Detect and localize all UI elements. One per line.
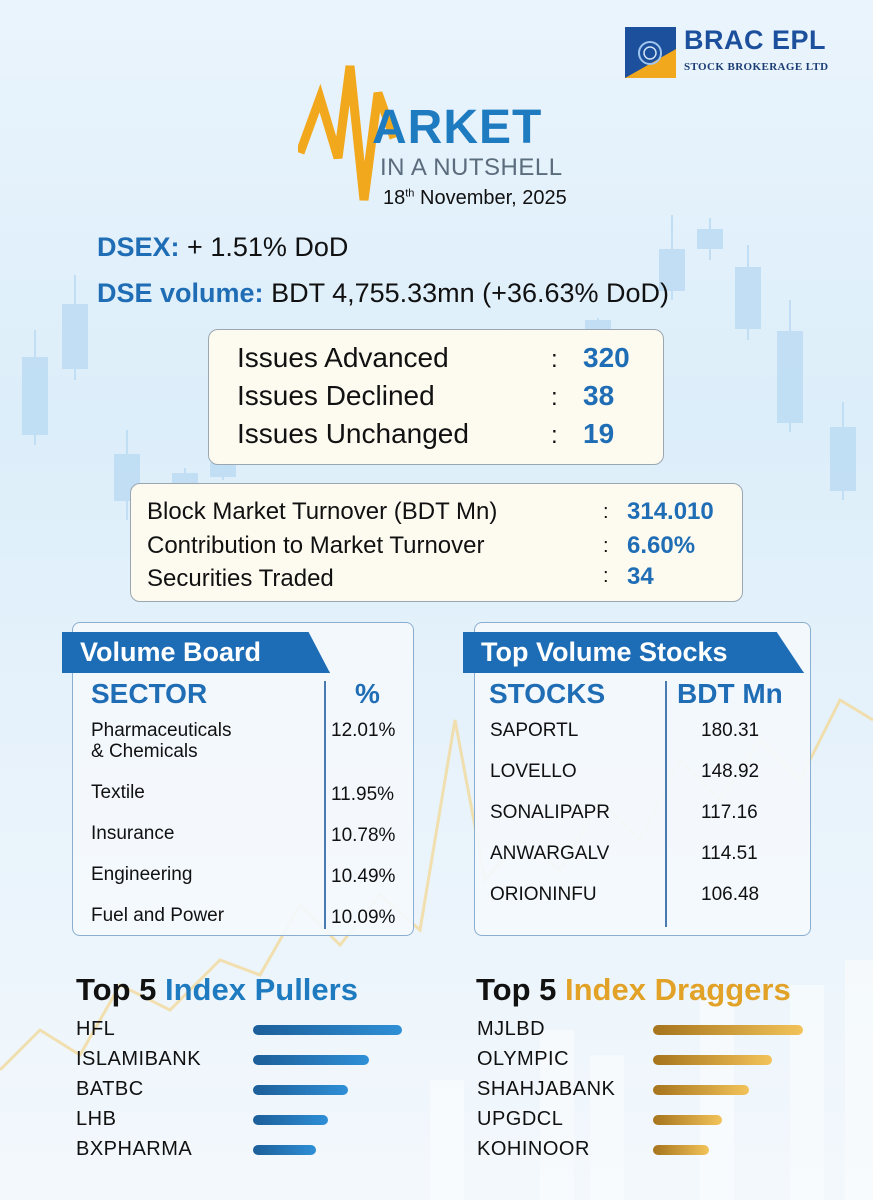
index-puller-bar	[253, 1085, 348, 1095]
index-dragger-bar	[653, 1055, 772, 1065]
issues-unchanged-label: Issues Unchanged	[237, 418, 469, 449]
index-puller-name: ISLAMIBANK	[76, 1048, 202, 1070]
brand-name: BRAC EPL	[684, 25, 827, 55]
issues-advanced-label: Issues Advanced	[237, 342, 449, 373]
index-dragger-name: UPGDCL	[477, 1108, 564, 1130]
title-word: ARKET	[372, 101, 543, 154]
index-puller-name: BATBC	[76, 1078, 144, 1100]
sector-column-header: SECTOR	[91, 678, 208, 709]
securities-traded-label: Securities Traded	[147, 565, 334, 592]
block-turnover-value: 314.010	[627, 498, 714, 525]
top-volume-stocks-panel: STOCKS BDT Mn SAPORTL 180.31 LOVELLO 148…	[474, 622, 811, 936]
index-puller-name: HFL	[76, 1018, 116, 1040]
stock-name: SONALIPAPR	[490, 802, 611, 823]
index-puller-bar	[253, 1145, 316, 1155]
colon: :	[551, 384, 558, 411]
index-puller-name: LHB	[76, 1108, 117, 1130]
percent-column-header: %	[355, 678, 380, 709]
issues-declined-value: 38	[583, 380, 615, 411]
sector-name: Insurance	[91, 823, 175, 844]
index-dragger-bar	[653, 1085, 749, 1095]
sector-percent: 12.01%	[331, 720, 396, 741]
colon: :	[603, 501, 609, 523]
index-puller-bar	[253, 1115, 328, 1125]
stock-name: ANWARGALV	[490, 843, 610, 864]
issues-advanced-value: 320	[583, 342, 630, 373]
index-dragger-name: OLYMPIC	[477, 1048, 570, 1070]
colon: :	[603, 535, 609, 557]
sector-name: Textile	[91, 782, 145, 803]
stock-name: ORIONINFU	[490, 884, 597, 905]
title-subtitle: IN A NUTSHELL	[380, 154, 563, 181]
contribution-label: Contribution to Market Turnover	[147, 532, 485, 559]
volume-board-tab: Volume Board	[62, 632, 330, 673]
issues-box: Issues Advanced : 320 Issues Declined : …	[208, 329, 664, 465]
pulse-m-icon	[298, 65, 398, 201]
dsex-value: + 1.51% DoD	[187, 232, 349, 262]
brac-epl-logo-icon	[625, 27, 676, 78]
stock-value: 117.16	[701, 802, 758, 823]
column-divider	[665, 681, 667, 927]
stocks-column-header: STOCKS	[489, 678, 606, 709]
dse-volume-label: DSE volume:	[97, 278, 264, 308]
index-dragger-bar	[653, 1025, 803, 1035]
index-pullers-heading: Top 5 Index Pullers	[76, 972, 358, 1007]
stock-value: 114.51	[701, 843, 758, 864]
stock-value: 106.48	[701, 884, 760, 905]
stock-value: 180.31	[701, 720, 760, 741]
stock-name: SAPORTL	[490, 720, 579, 741]
sector-name-line2: & Chemicals	[91, 741, 198, 762]
dse-volume-value: BDT 4,755.33mn (+36.63% DoD)	[271, 278, 670, 308]
index-dragger-bar	[653, 1145, 709, 1155]
colon: :	[551, 422, 558, 449]
column-divider	[324, 681, 326, 929]
index-puller-bar	[253, 1055, 369, 1065]
report-date: 18th November, 2025	[383, 187, 567, 209]
contribution-value: 6.60%	[627, 532, 696, 559]
issues-unchanged-value: 19	[583, 418, 615, 449]
securities-traded-value: 34	[627, 563, 654, 590]
dsex-line: DSEX: + 1.51% DoD	[97, 232, 348, 263]
index-draggers-heading: Top 5 Index Draggers	[476, 972, 791, 1007]
sector-name: Engineering	[91, 864, 193, 885]
brand-subtitle: STOCK BROKERAGE LTD	[684, 61, 829, 73]
index-dragger-name: MJLBD	[477, 1018, 546, 1040]
index-dragger-bar	[653, 1115, 722, 1125]
colon: :	[551, 346, 558, 373]
top-volume-stocks-tab: Top Volume Stocks	[463, 632, 804, 673]
stock-name: LOVELLO	[490, 761, 577, 782]
index-puller-name: BXPHARMA	[76, 1138, 193, 1160]
colon: :	[603, 565, 609, 587]
index-puller-bar	[253, 1025, 402, 1035]
index-dragger-name: KOHINOOR	[477, 1138, 590, 1160]
stock-value: 148.92	[701, 761, 760, 782]
volume-board-panel: SECTOR % Pharmaceuticals & Chemicals 12.…	[72, 622, 414, 936]
block-turnover-label: Block Market Turnover (BDT Mn)	[147, 498, 498, 525]
index-dragger-name: SHAHJABANK	[477, 1078, 616, 1100]
dsex-label: DSEX:	[97, 232, 180, 262]
sector-percent: 10.09%	[331, 907, 396, 928]
issues-declined-label: Issues Declined	[237, 380, 435, 411]
sector-percent: 11.95%	[331, 784, 395, 805]
sector-percent: 10.49%	[331, 866, 396, 887]
sector-percent: 10.78%	[331, 825, 396, 846]
sector-name: Fuel and Power	[91, 905, 225, 926]
dse-volume-line: DSE volume: BDT 4,755.33mn (+36.63% DoD)	[97, 278, 669, 309]
block-market-box: Block Market Turnover (BDT Mn) : 314.010…	[130, 483, 743, 602]
bdt-mn-column-header: BDT Mn	[677, 678, 783, 709]
sector-name: Pharmaceuticals	[91, 720, 232, 741]
